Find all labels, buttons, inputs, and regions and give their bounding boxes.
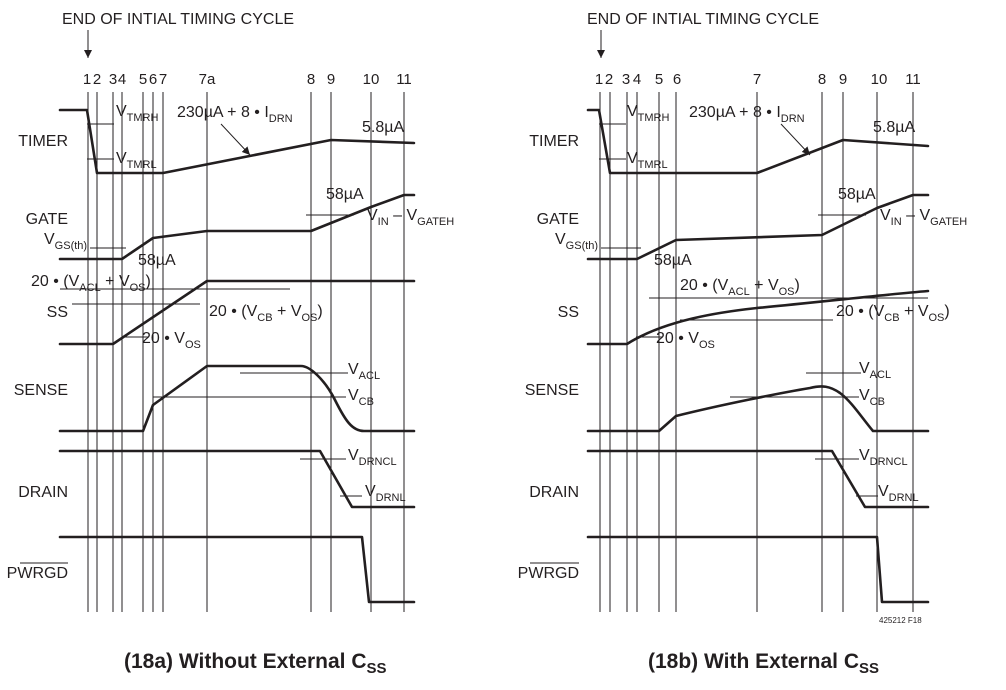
vcb-label: VCB [859,387,885,408]
tick-label: 7 [159,71,167,88]
tick-label: 5 [655,71,663,88]
tick-label: 2 [605,71,613,88]
tick-label: 5 [139,71,147,88]
caption-a: (18a) Without External CSS [124,650,387,677]
annotations-a: VTMRH VTMRL 230µA + 8 • IDRN 5.8µA 58µA … [31,103,454,504]
ss-acl-label: 20 • (VACL + VOS) [31,273,151,294]
tick-labels-b: 1 2 3 4 5 6 7 8 9 10 11 [595,71,921,88]
tick-label: 11 [396,71,412,88]
signal-names-b: TIMER GATE SS SENSE DRAIN PWRGD [518,133,579,582]
ss-cb-label: 20 • (VCB + VOS) [836,303,950,324]
gate-58ua-lower-label: 58µA [138,252,176,269]
tick-label: 6 [673,71,681,88]
tick-label: 1 [595,71,603,88]
gate-58ua-upper-label: 58µA [326,186,364,203]
signal-names-a: TIMER GATE SS SENSE DRAIN PWRGD [7,133,68,582]
tick-label: 3 [109,71,117,88]
vgs-th-label: VGS(th) [555,231,598,252]
signal-name-pwrgd: PWRGD [518,565,579,582]
signal-name-timer: TIMER [18,133,68,150]
vdrncl-label: VDRNCL [859,447,908,468]
timer-current-label: 230µA + 8 • IDRN [689,104,805,125]
tick-labels-a: 1 2 3 4 5 6 7 7a 8 9 10 11 [83,71,412,88]
tick-label: 6 [149,71,157,88]
drain-waveform-a [58,449,416,509]
ss-waveform-a [58,279,416,346]
sense-waveform-b [586,385,930,433]
ss-waveform-b [586,289,930,346]
vin-gateh-label: VIN – VGATEH [367,207,454,228]
vacl-label: VACL [348,361,380,382]
tick-label: 7 [753,71,761,88]
ss-cb-label: 20 • (VCB + VOS) [209,303,323,324]
tick-label: 1 [83,71,91,88]
leader-lines-a [60,123,362,497]
timer-low-current-label: 5.8µA [362,119,404,136]
timer-low-current-label: 5.8µA [873,119,915,136]
vtmrh-label: VTMRH [627,103,669,124]
vtmrl-label: VTMRL [627,150,668,171]
vgs-th-label: VGS(th) [44,231,87,252]
header-label-b: END OF INTIAL TIMING CYCLE [587,11,819,28]
drain-waveform-b [586,449,930,509]
signal-name-ss: SS [47,304,68,321]
panel-b: END OF INTIAL TIMING CYCLE 1 2 3 4 5 6 7… [518,11,968,677]
signal-name-gate: GATE [537,211,579,228]
tick-label: 2 [93,71,101,88]
tick-label: 9 [327,71,335,88]
timer-current-arrow-a [220,123,251,156]
gate-waveform-a [58,193,416,261]
tick-label: 8 [818,71,826,88]
tick-label: 7a [199,71,216,88]
vtmrl-label: VTMRL [116,150,157,171]
signal-name-ss: SS [558,304,579,321]
tick-label: 8 [307,71,315,88]
pwrgd-waveform-a [58,535,416,604]
gate-58ua-upper-label: 58µA [838,186,876,203]
vcb-label: VCB [348,387,374,408]
vacl-label: VACL [859,360,891,381]
leader-lines-b [599,123,928,497]
vin-gateh-label: VIN – VGATEH [880,207,967,228]
tick-label: 3 [622,71,630,88]
pwrgd-waveform-b [586,535,930,604]
ss-acl-label: 20 • (VACL + VOS) [680,277,800,298]
caption-b: (18b) With External CSS [648,650,879,677]
timer-current-arrow-b [780,123,811,156]
guide-lines-a [87,92,405,612]
panel-a: END OF INTIAL TIMING CYCLE 1 2 3 4 5 6 7… [7,11,455,677]
timer-current-label: 230µA + 8 • IDRN [177,104,293,125]
tick-label: 4 [633,71,641,88]
ss-os-label: 20 • VOS [142,330,201,351]
signal-name-sense: SENSE [14,382,68,399]
gate-waveform-b [586,193,930,261]
signal-name-sense: SENSE [525,382,579,399]
header-label-a: END OF INTIAL TIMING CYCLE [62,11,294,28]
guide-lines-b [599,92,914,612]
tick-label: 11 [905,71,921,88]
tick-label: 4 [118,71,126,88]
ss-os-label: 20 • VOS [656,330,715,351]
timer-waveform-a [58,108,416,175]
tick-label: 10 [871,71,888,88]
signal-name-pwrgd: PWRGD [7,565,68,582]
sense-waveform-a [58,364,416,433]
gate-58ua-lower-label: 58µA [654,252,692,269]
vdrnl-label: VDRNL [365,483,406,504]
signal-name-gate: GATE [26,211,68,228]
timer-waveform-b [586,108,930,175]
tick-label: 10 [363,71,380,88]
signal-name-drain: DRAIN [18,484,68,501]
annotations-b: VTMRH VTMRL 230µA + 8 • IDRN 5.8µA 58µA … [555,103,967,504]
vdrnl-label: VDRNL [878,483,919,504]
signal-name-drain: DRAIN [529,484,579,501]
figure-id-note: 425212 F18 [879,616,922,625]
signal-name-timer: TIMER [529,133,579,150]
vdrncl-label: VDRNCL [348,447,397,468]
tick-label: 9 [839,71,847,88]
vtmrh-label: VTMRH [116,103,158,124]
